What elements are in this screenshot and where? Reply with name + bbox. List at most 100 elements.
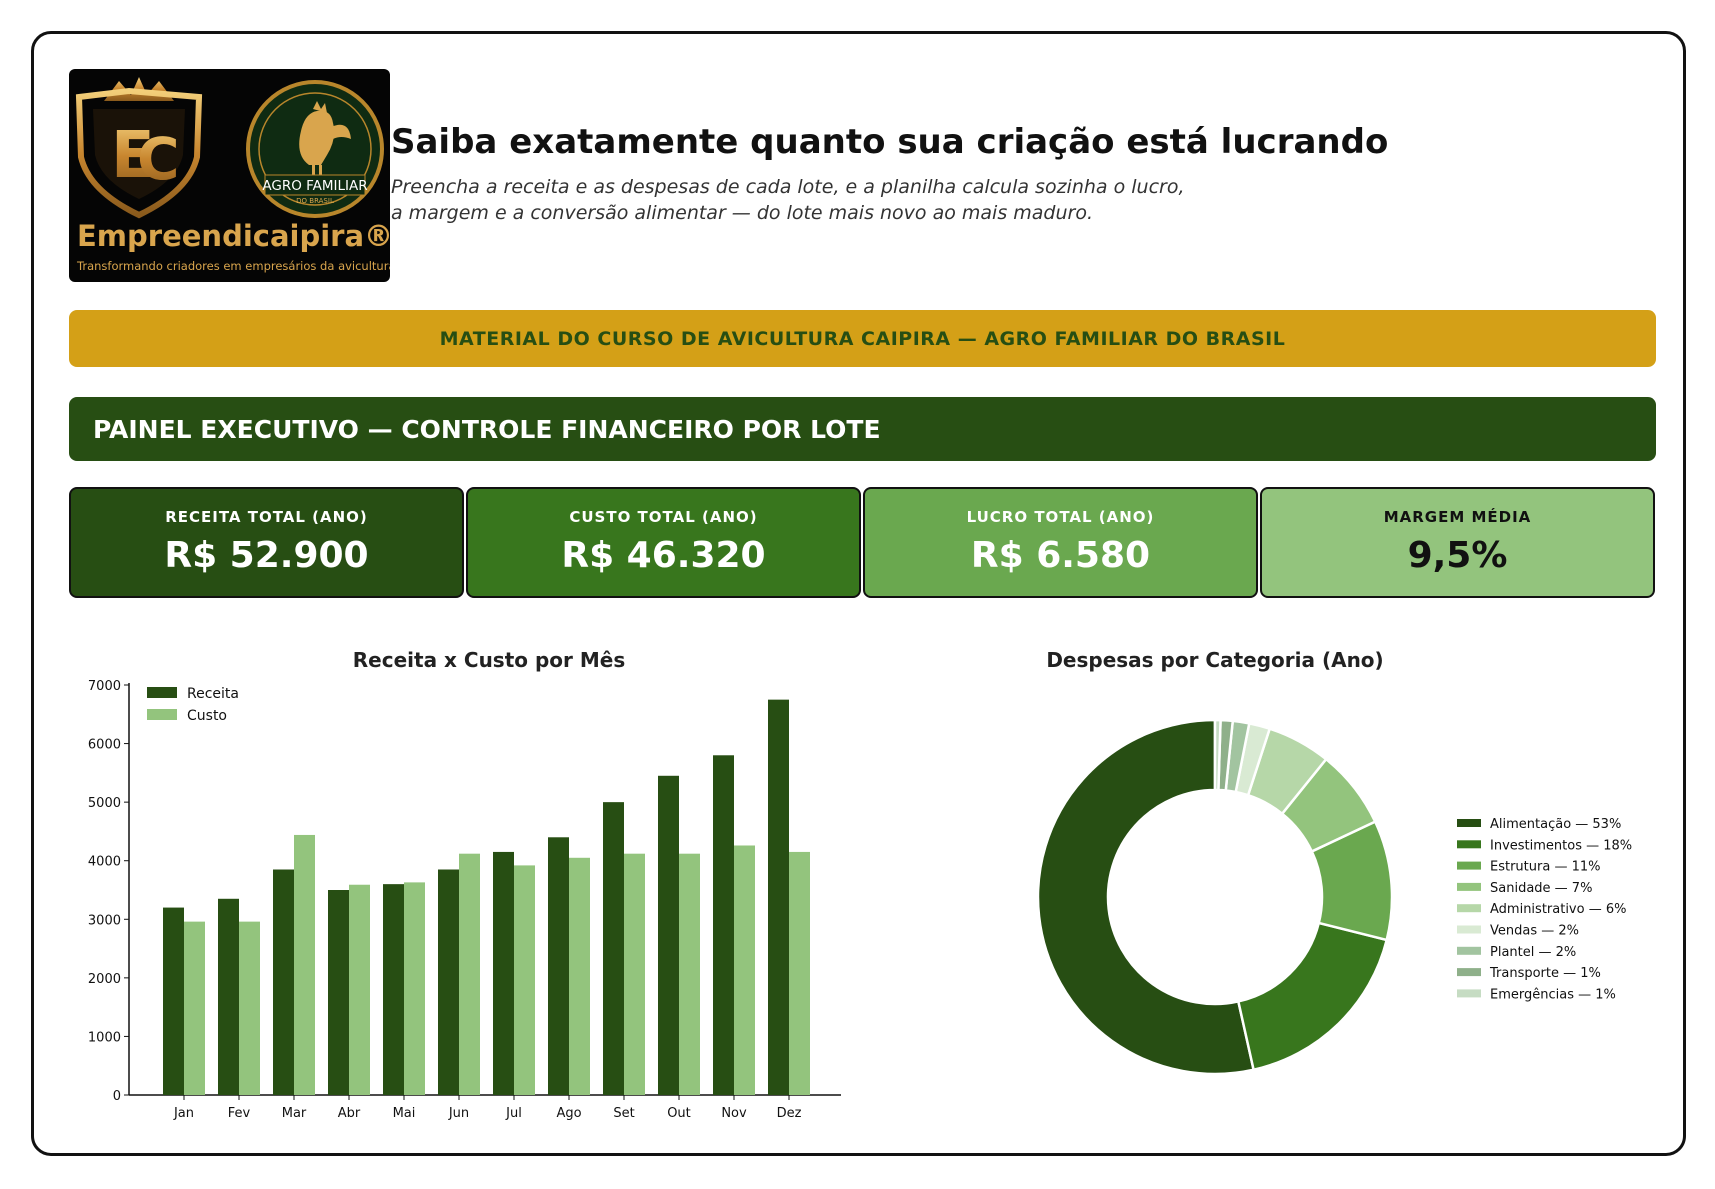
- brand-logo: E C AGRO FAMILIAR DO BRASIL Empreendicai…: [69, 69, 390, 282]
- legend-label: Vendas — 2%: [1490, 924, 1579, 939]
- kpi-label: RECEITA TOTAL (ANO): [165, 508, 368, 526]
- bar-receita: [273, 869, 294, 1095]
- page-title: Saiba exatamente quanto sua criação está…: [391, 122, 1389, 162]
- bar-custo: [404, 882, 425, 1095]
- y-tick-label: 0: [113, 1089, 121, 1104]
- legend-swatch: [1457, 925, 1481, 934]
- y-tick-label: 3000: [88, 913, 121, 928]
- donut-slice: [1236, 921, 1389, 1072]
- logo-emblems: E C AGRO FAMILIAR DO BRASIL: [75, 77, 384, 219]
- x-tick-label: Mar: [282, 1106, 307, 1121]
- kpi-card-margem: MARGEM MÉDIA 9,5%: [1260, 487, 1655, 598]
- donut-slice: [1036, 718, 1256, 1076]
- x-tick-label: Jul: [505, 1106, 522, 1121]
- legend-label: Receita: [187, 686, 239, 702]
- bar-receita: [493, 851, 514, 1095]
- bar-receita: [438, 869, 459, 1095]
- bar-custo: [569, 857, 590, 1095]
- svg-text:C: C: [137, 125, 180, 193]
- logo-tagline: Transformando criadores em empresários d…: [77, 259, 390, 273]
- x-tick-label: Out: [667, 1106, 691, 1121]
- course-banner-text: MATERIAL DO CURSO DE AVICULTURA CAIPIRA …: [439, 327, 1286, 350]
- y-tick-label: 1000: [88, 1030, 121, 1045]
- bar-custo: [349, 884, 370, 1095]
- svg-text:AGRO FAMILIAR: AGRO FAMILIAR: [262, 178, 367, 194]
- legend-label: Emergências — 1%: [1490, 987, 1616, 1002]
- legend-swatch: [147, 687, 177, 698]
- donut-slice: [1213, 718, 1222, 792]
- x-tick-label: Set: [613, 1106, 634, 1121]
- kpi-card-receita: RECEITA TOTAL (ANO) R$ 52.900: [69, 487, 464, 598]
- y-tick-label: 6000: [88, 738, 121, 753]
- panel-title: PAINEL EXECUTIVO — CONTROLE FINANCEIRO P…: [69, 397, 1656, 461]
- expenses-donut-chart: Despesas por Categoria (Ano) Alimentação …: [1036, 648, 1632, 1076]
- bar-receita: [768, 699, 789, 1095]
- x-tick-label: Fev: [228, 1106, 251, 1121]
- legend-swatch: [147, 709, 177, 720]
- kpi-label: LUCRO TOTAL (ANO): [966, 508, 1155, 526]
- page-subtitle-line-2: a margem e a conversão alimentar — do lo…: [391, 202, 1093, 224]
- legend-swatch: [1457, 989, 1481, 998]
- x-tick-label: Dez: [777, 1106, 802, 1121]
- revenue-cost-bar-chart: Receita x Custo por Mês 0 1000 2000 3000 4000…: [88, 648, 841, 1121]
- bar-receita: [218, 898, 239, 1095]
- bar-custo: [679, 853, 700, 1095]
- bar-custo: [184, 921, 205, 1095]
- legend-swatch: [1457, 904, 1481, 913]
- bar-custo: [459, 853, 480, 1095]
- legend-label: Alimentação — 53%: [1490, 817, 1621, 832]
- chart-title: Receita x Custo por Mês: [353, 648, 625, 672]
- svg-text:DO BRASIL: DO BRASIL: [296, 197, 334, 205]
- chart-title: Despesas por Categoria (Ano): [1046, 648, 1383, 672]
- bar-receita: [163, 907, 184, 1095]
- x-tick-label: Ago: [556, 1106, 581, 1121]
- y-tick-label: 2000: [88, 972, 121, 987]
- bar-receita: [713, 755, 734, 1095]
- bar-custo: [514, 865, 535, 1095]
- kpi-value: R$ 46.320: [561, 535, 766, 576]
- legend-label: Estrutura — 11%: [1490, 860, 1600, 875]
- course-banner: MATERIAL DO CURSO DE AVICULTURA CAIPIRA …: [69, 310, 1656, 367]
- kpi-label: CUSTO TOTAL (ANO): [569, 508, 758, 526]
- legend-swatch: [1457, 840, 1481, 849]
- y-tick-label: 5000: [88, 796, 121, 811]
- legend-label: Custo: [187, 708, 227, 724]
- bar-receita: [383, 884, 404, 1095]
- legend-swatch: [1457, 819, 1481, 827]
- y-tick-label: 4000: [88, 855, 121, 870]
- bar-custo: [789, 851, 810, 1095]
- kpi-label: MARGEM MÉDIA: [1383, 508, 1532, 526]
- legend-label: Transporte — 1%: [1489, 966, 1601, 981]
- legend-swatch: [1457, 946, 1481, 955]
- bar-receita: [603, 802, 624, 1095]
- bar-receita: [328, 890, 349, 1095]
- kpi-value: 9,5%: [1407, 535, 1508, 576]
- x-tick-label: Mai: [393, 1106, 416, 1121]
- x-tick-label: Jun: [448, 1106, 469, 1121]
- kpi-value: R$ 52.900: [164, 535, 369, 576]
- panel-title-text: PAINEL EXECUTIVO — CONTROLE FINANCEIRO P…: [93, 414, 881, 444]
- bar-custo: [624, 853, 645, 1095]
- bar-custo: [294, 834, 315, 1095]
- page-subtitle-line-1: Preencha a receita e as despesas de cada…: [391, 176, 1185, 198]
- rooster-seal-icon: AGRO FAMILIAR DO BRASIL: [246, 80, 384, 218]
- x-tick-label: Jan: [173, 1106, 194, 1121]
- legend-swatch: [1457, 968, 1481, 977]
- bar-custo: [734, 845, 755, 1095]
- y-tick-label: 7000: [88, 679, 121, 694]
- legend-swatch: [1457, 882, 1481, 891]
- kpi-value: R$ 6.580: [970, 535, 1151, 576]
- shield-crown-icon: E C: [75, 77, 203, 219]
- kpi-card-custo: CUSTO TOTAL (ANO) R$ 46.320: [466, 487, 861, 598]
- bar-receita: [548, 837, 569, 1095]
- legend-label: Sanidade — 7%: [1490, 881, 1592, 896]
- legend-label: Investimentos — 18%: [1490, 838, 1632, 853]
- kpi-card-lucro: LUCRO TOTAL (ANO) R$ 6.580: [863, 487, 1258, 598]
- legend-swatch: [1457, 861, 1481, 870]
- bar-receita: [658, 775, 679, 1095]
- legend-label: Plantel — 2%: [1490, 945, 1576, 960]
- svg-text:E: E: [111, 119, 155, 193]
- logo-brand-name: Empreendicaipira®: [77, 219, 390, 253]
- x-tick-label: Nov: [721, 1106, 747, 1121]
- x-tick-label: Abr: [338, 1106, 361, 1121]
